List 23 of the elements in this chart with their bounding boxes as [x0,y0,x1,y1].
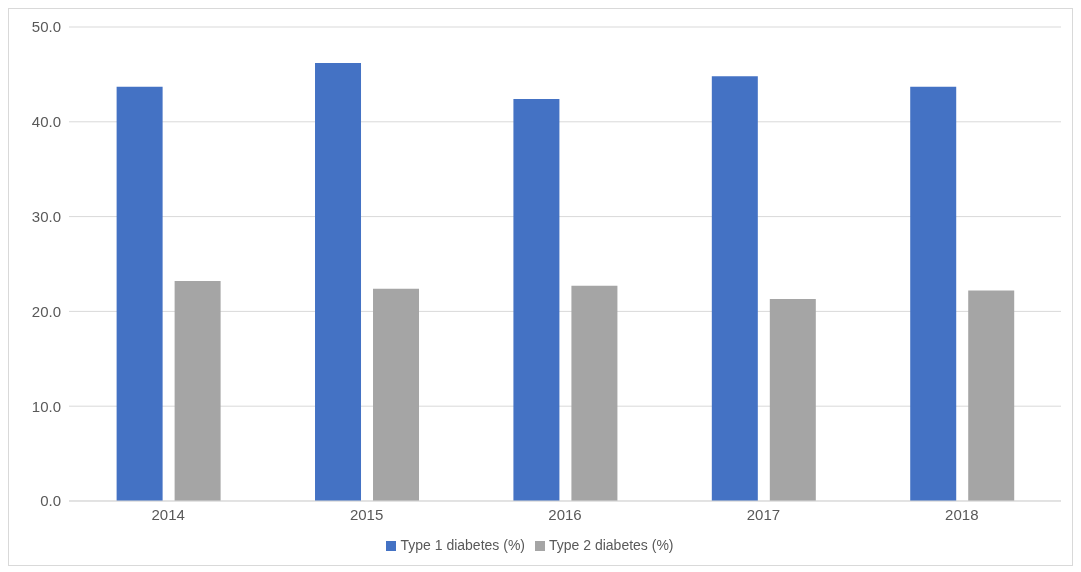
legend-label: Type 1 diabetes (%) [400,537,525,553]
bar [513,99,560,501]
y-tick-label: 10.0 [31,397,61,415]
y-tick-label: 20.0 [31,302,61,320]
bar [910,86,957,501]
x-tick-label: 2014 [151,505,185,523]
y-tick-label: 50.0 [31,18,61,36]
bar [968,290,1015,501]
x-tick-label: 2017 [746,505,781,523]
x-tick-label: 2015 [349,505,384,523]
x-tick-label: 2016 [548,505,582,523]
bar [315,63,362,501]
bar [373,288,420,501]
y-tick-label: 40.0 [31,113,61,131]
x-tick-label: 2018 [945,505,979,523]
bar [571,285,618,501]
bar [711,76,758,501]
legend-label: Type 2 diabetes (%) [549,537,674,553]
bar [116,86,163,501]
y-tick-label: 0.0 [40,492,61,510]
bar [174,281,221,501]
bar [769,299,816,501]
y-tick-label: 30.0 [31,207,61,225]
